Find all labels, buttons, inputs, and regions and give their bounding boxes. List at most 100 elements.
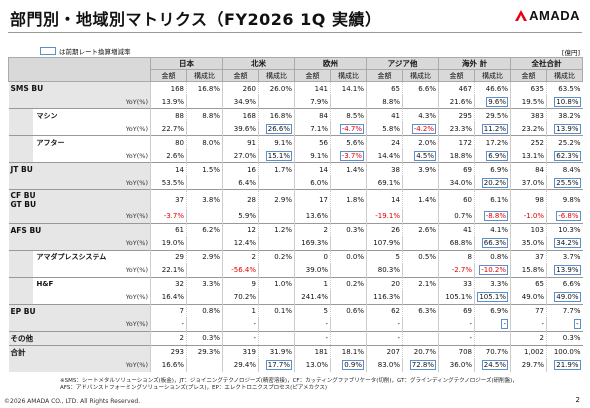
yoy-value: 34.2% [554, 238, 581, 248]
yoy-cell: 80.3% [366, 263, 403, 277]
amount-cell: 70.7% [474, 344, 511, 359]
amount-cell: 141 [294, 81, 331, 95]
yoy-cell [330, 95, 367, 109]
amount-cell: 7 [150, 303, 187, 318]
amount-row: CF BU GT BU 37 3.8% 28 2.9% 17 1.8% 14 1.4% 60 6.1%… [8, 189, 583, 210]
yoy-cell [401, 236, 439, 250]
yoy-cell: 70.2% [222, 290, 259, 304]
amount-cell: 12 [222, 222, 259, 237]
amount-cell: 46.6% [474, 81, 511, 95]
amount-cell: 41 [438, 222, 475, 237]
amount-cell: 56 [294, 135, 331, 149]
amount-cell: 14 [366, 189, 403, 210]
yoy-cell [186, 122, 223, 136]
column-header: 構成比 [258, 69, 295, 82]
amount-cell: 295 [438, 108, 475, 122]
yoy-cell: 19.0% [150, 236, 187, 250]
matrix-table: 日本 北米 欧州 アジア他 海外 計全社合計 金額 構成比 金額 構成比 金額 構成比 金額 構成比 金額… [8, 57, 584, 372]
yoy-row: YoY(%) 19.0% 12.4% 169.3% 107.9% 68.8% 66.3% 35… [8, 236, 583, 250]
yoy-cell [330, 263, 367, 277]
label-band [8, 149, 33, 163]
yoy-cell: 34.9% [222, 95, 259, 109]
amount-cell: 31.9% [258, 344, 295, 359]
amount-cell [258, 330, 295, 345]
amount-cell: 2 [222, 249, 259, 264]
yoy-value: 62.3% [554, 150, 581, 161]
label-line: SMS BU [10, 84, 44, 93]
yoy-cell [401, 209, 439, 223]
amount-cell: 91 [222, 135, 259, 149]
yoy-cell [401, 176, 439, 190]
amount-cell: 8.0% [186, 135, 223, 149]
amount-cell: 80 [150, 135, 187, 149]
amount-cell: 8.4% [546, 162, 583, 176]
column-header: 金額 [150, 69, 187, 82]
yoy-value: - [501, 319, 509, 329]
column-header: 金額 [222, 69, 259, 82]
row-label: 合計 [8, 344, 151, 359]
yoy-cell [258, 290, 295, 304]
amount-cell: 10.3% [546, 222, 583, 237]
yoy-cell [330, 317, 367, 331]
amount-cell: 60 [438, 189, 475, 210]
row-label: SMS BU [8, 81, 151, 95]
yoy-cell: 10.8% [546, 95, 583, 109]
amount-cell: 1.8% [330, 189, 367, 210]
yoy-value: 66.3% [481, 238, 509, 248]
yoy-cell: 2.6% [150, 149, 187, 163]
amount-cell: 6.6% [546, 276, 583, 291]
amount-cell: 4.1% [474, 222, 511, 237]
yoy-cell: 26.6% [258, 122, 295, 136]
yoy-cell [186, 358, 223, 372]
label-band [8, 108, 33, 122]
amount-cell: 69 [438, 303, 475, 318]
yoy-cell: 68.8% [438, 236, 475, 250]
yoy-row: YoY(%) -3.7% 5.9% 13.6% -19.1% 0.7% -8.8% -1.0%… [8, 209, 583, 223]
yoy-cell: 116.3% [366, 290, 403, 304]
amount-cell: 6.1% [474, 189, 511, 210]
amount-cell: 5 [366, 249, 403, 264]
amount-cell: 3.7% [546, 249, 583, 264]
yoy-value: 72.8% [409, 360, 437, 370]
yoy-label: YoY(%) [32, 317, 151, 331]
yoy-value: 49.0% [554, 292, 581, 302]
amount-cell: 29.3% [186, 344, 223, 359]
yoy-cell: 13.9% [546, 122, 583, 136]
amount-cell: 24 [366, 135, 403, 149]
amount-cell: 9.8% [546, 189, 583, 210]
label-band [8, 135, 33, 149]
yoy-label: YoY(%) [32, 95, 151, 109]
column-header: 構成比 [401, 69, 440, 82]
amount-cell: 1.2% [258, 222, 295, 237]
label-band [8, 209, 33, 223]
yoy-label: YoY(%) [32, 236, 151, 250]
yoy-cell [186, 209, 223, 223]
yoy-cell [258, 236, 295, 250]
yoy-value: -10.2% [479, 265, 509, 275]
yoy-value: -6.8% [556, 211, 581, 221]
label-band [8, 176, 33, 190]
amount-cell: 38 [366, 162, 403, 176]
yoy-cell: - [222, 317, 259, 331]
yoy-cell [258, 209, 295, 223]
label-band [8, 276, 33, 291]
amount-cell: 383 [510, 108, 547, 122]
amount-cell: 16.8% [258, 108, 295, 122]
amount-cell: 8.8% [186, 108, 223, 122]
yoy-cell: 8.8% [366, 95, 403, 109]
yoy-cell [186, 317, 223, 331]
yoy-cell: - [294, 317, 331, 331]
amount-cell: 3.9% [401, 162, 439, 176]
yoy-cell: 0.9% [330, 358, 367, 372]
label-band [8, 290, 33, 304]
amount-cell: 3.8% [186, 189, 223, 210]
yoy-cell: 6.0% [294, 176, 331, 190]
yoy-cell: 11.2% [474, 122, 511, 136]
yoy-cell: 18.8% [438, 149, 475, 163]
yoy-cell: 25.5% [546, 176, 583, 190]
yoy-cell: -1.0% [510, 209, 547, 223]
yoy-value: 10.8% [554, 96, 581, 107]
yoy-cell: 13.6% [294, 209, 331, 223]
amount-cell: 0.2% [330, 276, 367, 291]
